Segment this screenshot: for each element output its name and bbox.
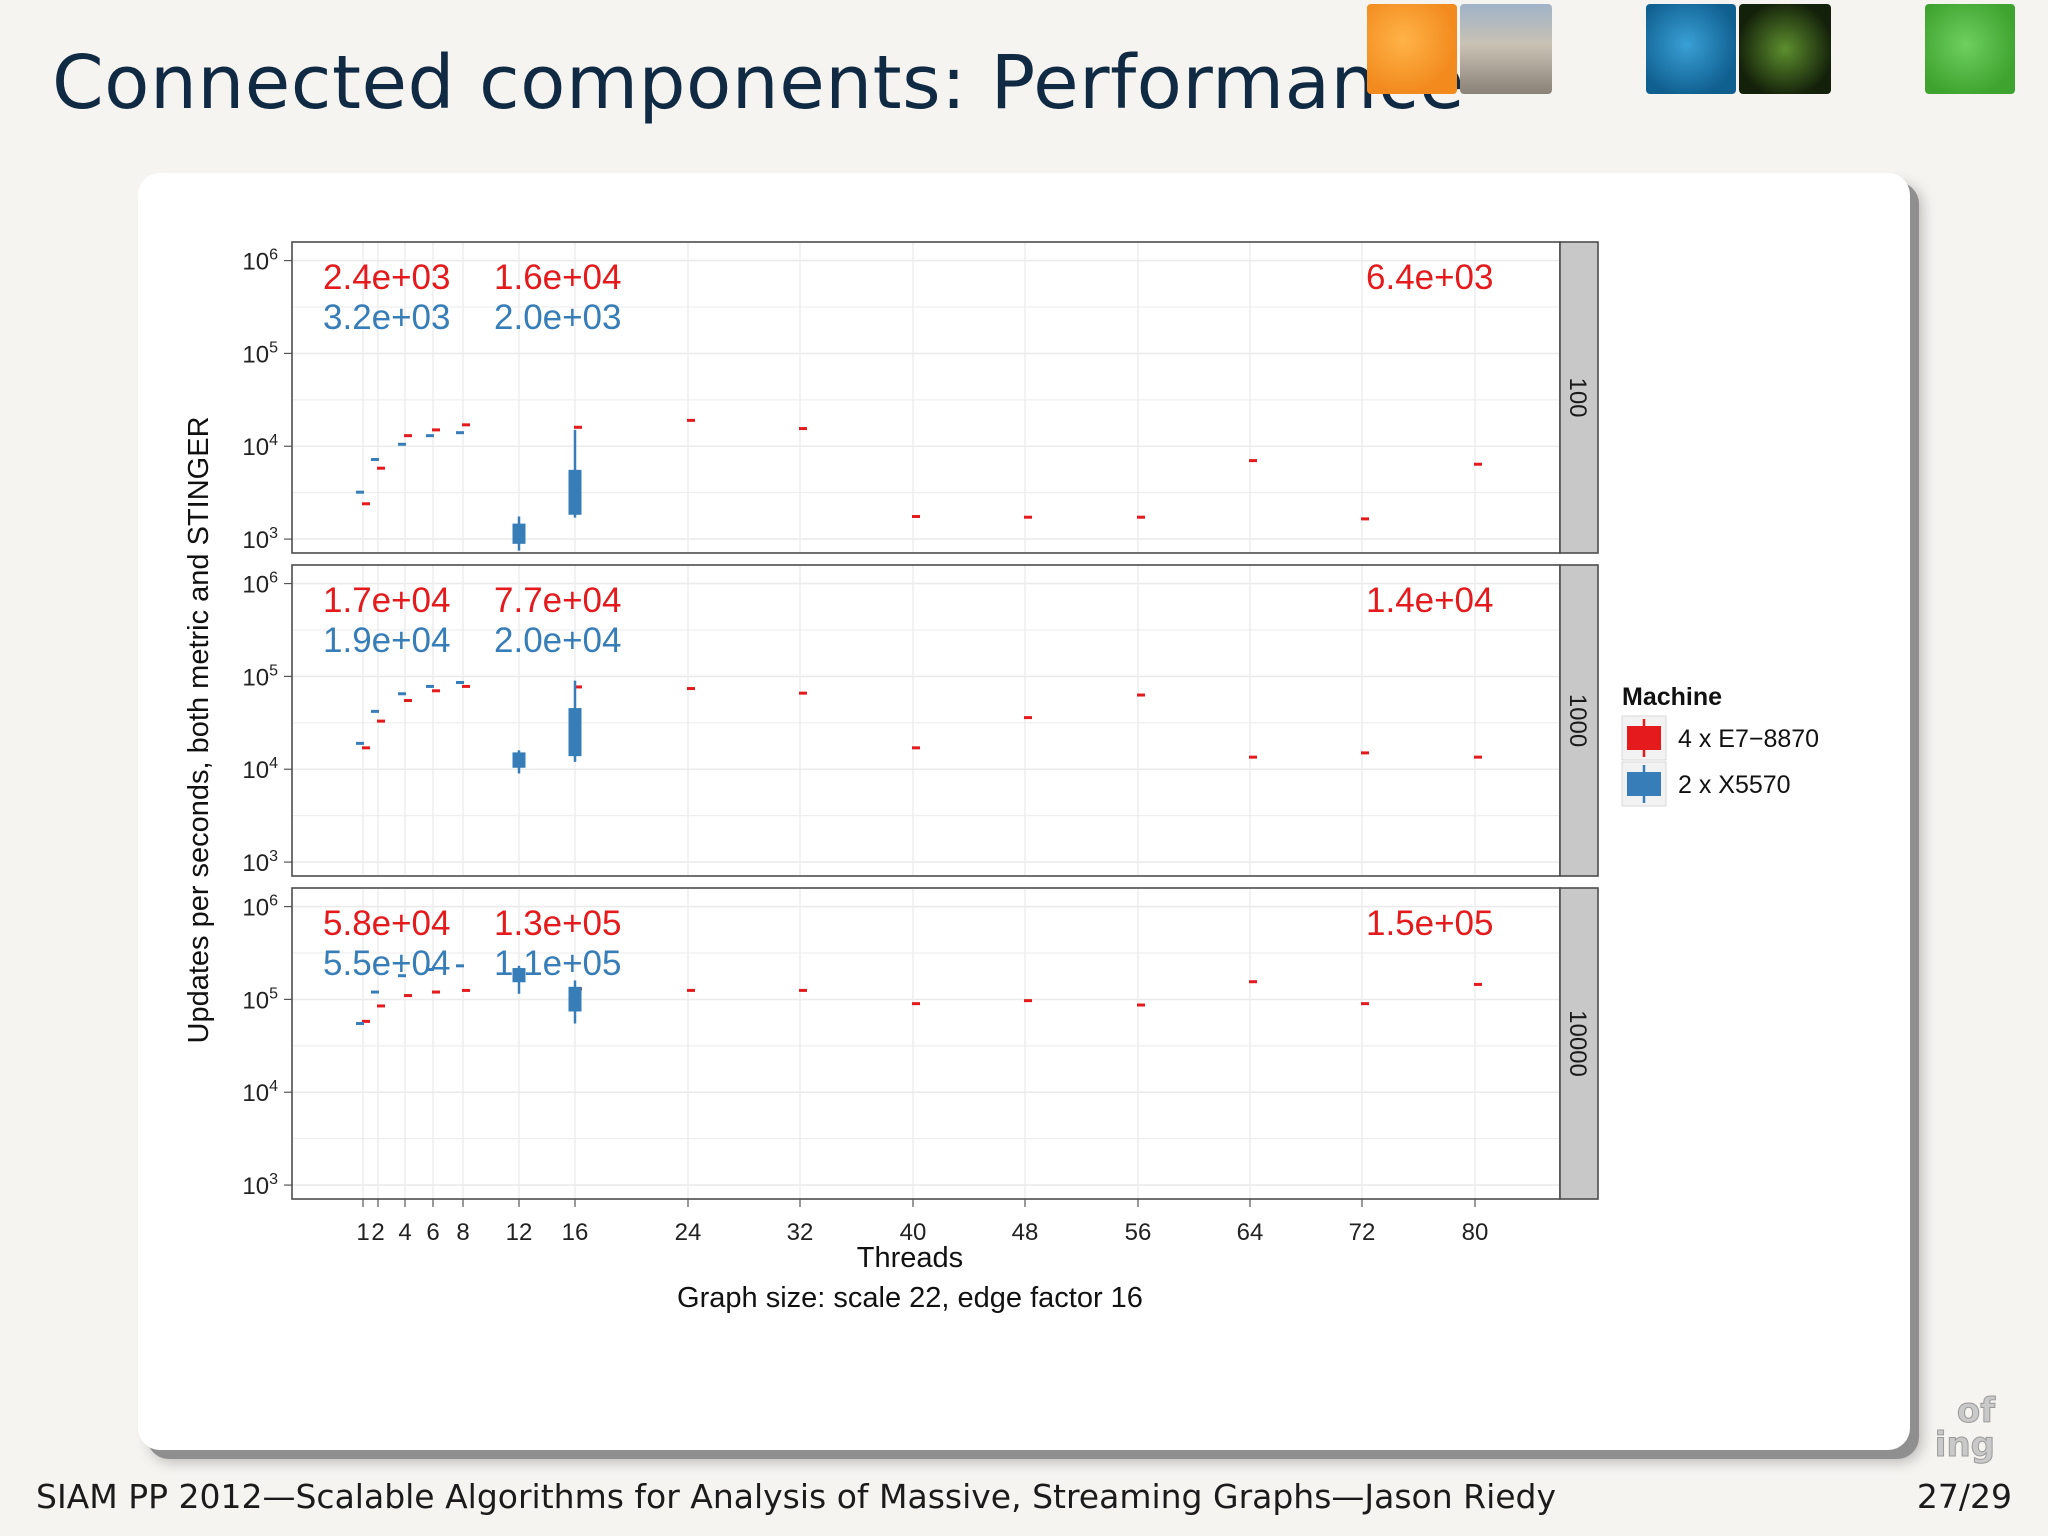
x-tick-label: 2 <box>371 1219 384 1246</box>
y-tick-label: 104 <box>242 432 278 461</box>
panel-background <box>292 565 1560 876</box>
footer-page-number: 27/29 <box>1916 1477 2012 1516</box>
x-tick-label: 12 <box>506 1219 533 1246</box>
blue-logo-tile <box>1646 4 1736 94</box>
annotation-red: 1.6e+04 <box>494 258 622 297</box>
panel-background <box>292 242 1560 553</box>
box-body <box>568 986 582 1012</box>
y-tick-label: 105 <box>242 339 278 368</box>
facet-panel-10000: 103 104 105 106 10000 5.8e+04 1.3e+05 1.5e+05 5.… <box>242 887 1599 1200</box>
annotation-red: 7.7e+04 <box>494 581 622 620</box>
annotation-red: 2.4e+03 <box>323 258 451 297</box>
facet-panel-100: 103 104 105 106 100 2.4e+03 1.6e+04 6.4e+03 3.2e… <box>242 241 1599 554</box>
y-tick-label: 103 <box>242 848 278 877</box>
annotation-blue: 2.0e+04 <box>494 621 622 660</box>
annotation-red: 1.3e+05 <box>494 904 622 943</box>
box-body <box>568 469 582 515</box>
facet-strip <box>1559 241 1599 554</box>
x-tick-label: 4 <box>398 1219 411 1246</box>
y-tick-label: 106 <box>242 247 278 276</box>
annotation-red: 1.4e+04 <box>1366 581 1494 620</box>
annotation-blue: 2.0e+03 <box>494 298 622 337</box>
box-body <box>512 523 526 544</box>
performance-chart: Updates per seconds, both metric and STI… <box>183 241 1819 1314</box>
box-body <box>568 708 582 757</box>
x-tick-label: 6 <box>426 1219 439 1246</box>
x-tick-label: 48 <box>1012 1219 1039 1246</box>
x-tick-label: 16 <box>562 1219 589 1246</box>
panel-background <box>292 888 1560 1199</box>
legend-key-swatch <box>1627 772 1661 796</box>
green-logo-tile <box>1925 4 2015 94</box>
legend-entry-label: 2 x X5570 <box>1678 771 1791 799</box>
corner-logo-line-2: ing <box>1934 1425 1995 1465</box>
y-tick-label: 106 <box>242 570 278 599</box>
footer-text: SIAM PP 2012—Scalable Algorithms for Ana… <box>36 1477 1557 1516</box>
facet-strip-label: 10000 <box>1564 1010 1591 1077</box>
y-tick-label: 105 <box>242 662 278 691</box>
annotation-blue: 3.2e+03 <box>323 298 451 337</box>
chart-caption: Graph size: scale 22, edge factor 16 <box>677 1282 1143 1314</box>
x-tick-label: 32 <box>787 1219 814 1246</box>
annotation-blue: 5.5e+04 <box>323 944 451 983</box>
network-globe-tile <box>1739 4 1831 94</box>
x-tick-label: 80 <box>1462 1219 1489 1246</box>
slide-title: Connected components: Performance <box>52 40 1466 126</box>
building-photo-tile <box>1460 4 1552 94</box>
legend: Machine 4 x E7−8870 2 x X5570 <box>1621 683 1819 807</box>
annotation-blue: 1.9e+04 <box>323 621 451 660</box>
x-axis-label: Threads <box>857 1242 963 1274</box>
facet-strip <box>1559 887 1599 1200</box>
legend-key-swatch <box>1627 726 1661 750</box>
legend-entry-label: 4 x E7−8870 <box>1678 725 1819 753</box>
x-tick-label: 56 <box>1125 1219 1152 1246</box>
facet-strip-label: 1000 <box>1564 694 1591 747</box>
box-body <box>512 968 526 983</box>
y-tick-label: 104 <box>242 1078 278 1107</box>
y-axis-label: Updates per seconds, both metric and STI… <box>183 416 215 1043</box>
corner-logo-fragment: of ing <box>1915 1394 1995 1464</box>
x-tick-label: 24 <box>675 1219 702 1246</box>
y-tick-label: 103 <box>242 525 278 554</box>
x-tick-label: 72 <box>1349 1219 1376 1246</box>
y-tick-label: 105 <box>242 985 278 1014</box>
y-tick-label: 106 <box>242 893 278 922</box>
x-tick-label: 1 <box>356 1219 369 1246</box>
y-tick-label: 103 <box>242 1171 278 1200</box>
annotation-red: 1.7e+04 <box>323 581 451 620</box>
chart-card: Updates per seconds, both metric and STI… <box>138 173 1910 1450</box>
x-tick-label: 8 <box>456 1219 469 1246</box>
annotation-red: 5.8e+04 <box>323 904 451 943</box>
header-logos <box>0 4 2048 96</box>
x-tick-label: 40 <box>900 1219 927 1246</box>
legend-title: Machine <box>1622 683 1722 711</box>
facet-strip-label: 100 <box>1564 377 1591 417</box>
x-tick-label: 64 <box>1237 1219 1264 1246</box>
box-body <box>512 752 526 768</box>
annotation-red: 1.5e+05 <box>1366 904 1494 943</box>
facet-strip <box>1559 564 1599 877</box>
orange-logo-tile <box>1367 4 1457 94</box>
y-tick-label: 104 <box>242 755 278 784</box>
facet-panel-1000: 103 104 105 106 1000 1.7e+04 7.7e+04 1.4e+04 1.9… <box>242 564 1599 877</box>
corner-logo-line-1: of <box>1956 1391 1995 1431</box>
annotation-red: 6.4e+03 <box>1366 258 1494 297</box>
